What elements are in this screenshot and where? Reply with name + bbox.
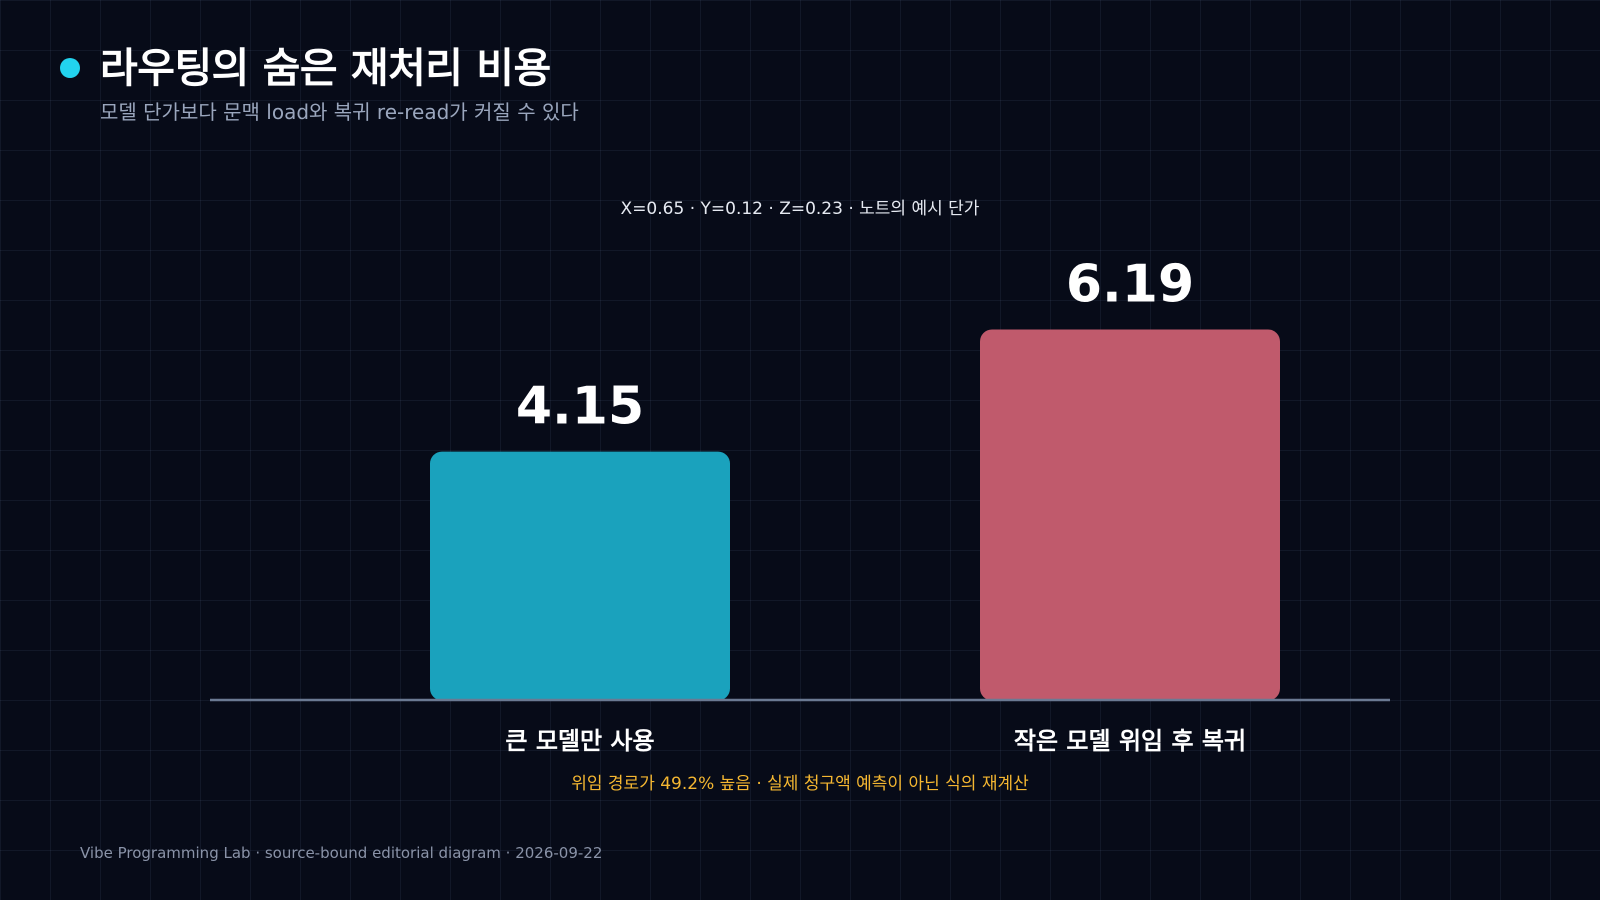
bar-2 <box>980 329 1280 701</box>
footer: Vibe Programming Lab · source-bound edit… <box>80 844 603 862</box>
value-label-2: 6.19 <box>1066 254 1194 314</box>
page-title: 라우팅의 숨은 재처리 비용 <box>100 44 551 92</box>
title-row: 라우팅의 숨은 재처리 비용 <box>60 40 960 96</box>
value-label-1: 4.15 <box>516 377 644 437</box>
header: 라우팅의 숨은 재처리 비용 모델 단가보다 문맥 load와 복귀 re-re… <box>60 40 960 126</box>
chart-annotation: X=0.65 · Y=0.12 · Z=0.23 · 노트의 예시 단가 <box>621 199 980 219</box>
category-label-1: 큰 모델만 사용 <box>505 727 654 755</box>
title-dot-icon <box>60 58 80 78</box>
chart-note: 위임 경로가 49.2% 높음 · 실제 청구액 예측이 아닌 식의 재계산 <box>571 774 1029 794</box>
page-subtitle: 모델 단가보다 문맥 load와 복귀 re-read가 커질 수 있다 <box>100 100 579 124</box>
bars-layer: 4.15 큰 모델만 사용 6.19 작은 모델 위임 후 복귀 <box>430 254 1280 755</box>
category-label-2: 작은 모델 위임 후 복귀 <box>1014 727 1246 755</box>
bar-1 <box>430 451 730 701</box>
